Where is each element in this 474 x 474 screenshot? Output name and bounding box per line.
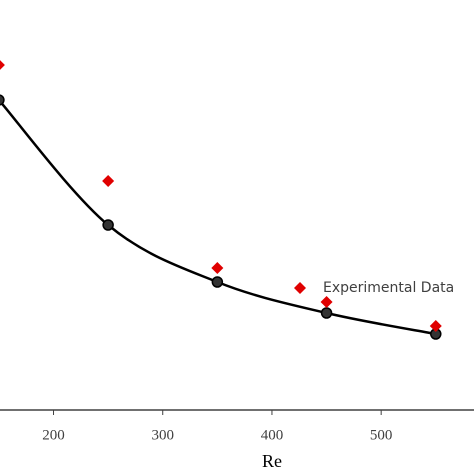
x-tick-label: 400 [261, 427, 284, 443]
data-point [0, 94, 5, 106]
legend-entry: Experimental Data [294, 280, 454, 296]
x-tick-label: 200 [42, 427, 65, 443]
curve [0, 99, 437, 336]
legend-label: Experimental Data [323, 280, 454, 296]
legend-marker [294, 282, 306, 294]
data-point-diamond [0, 60, 5, 70]
data-point-diamond [102, 175, 115, 187]
x-axis-title: Re [262, 451, 282, 471]
data-point-diamond [320, 296, 333, 308]
data-point [320, 307, 333, 319]
data-point [211, 276, 224, 288]
x-tick-label: 500 [370, 427, 393, 443]
data-point-diamond [429, 320, 442, 332]
data-point-diamond [211, 262, 224, 274]
data-point [102, 219, 114, 231]
x-tick-label: 300 [151, 427, 174, 443]
